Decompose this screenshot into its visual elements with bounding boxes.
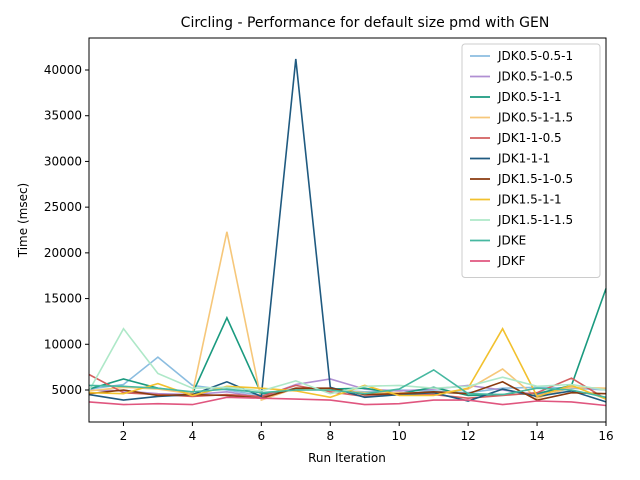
y-tick-label: 10000	[44, 337, 82, 351]
y-tick-label: 25000	[44, 200, 82, 214]
legend-label: JDK1.5-1-0.5	[497, 172, 573, 186]
x-axis-label: Run Iteration	[308, 451, 386, 465]
legend-label: JDK1-1-1	[497, 152, 550, 166]
y-tick-label: 40000	[44, 63, 82, 77]
x-tick-label: 12	[460, 429, 475, 443]
plot-frame	[88, 37, 607, 423]
legend-label: JDKF	[497, 254, 526, 268]
legend-label: JDK1-1-0.5	[497, 131, 562, 145]
y-tick-label: 35000	[44, 109, 82, 123]
legend-box	[461, 43, 601, 278]
legend: JDK0.5-0.5-1 JDK0.5-1-0.5 JDK0.5-1-1 JDK0.5…	[461, 43, 601, 278]
y-tick-label: 5000	[51, 383, 82, 397]
y-axis: 5000 10000 15000 20000 25000 30000 35000 40000	[44, 63, 89, 397]
y-tick-label: 20000	[44, 246, 82, 260]
x-axis: 2 4 6 8 10 12 14 16	[120, 422, 614, 443]
x-tick-label: 16	[598, 429, 613, 443]
plot-lines	[88, 58, 607, 407]
x-tick-label: 10	[392, 429, 407, 443]
x-tick-label: 6	[258, 429, 266, 443]
legend-label: JDK0.5-1-1	[497, 90, 562, 104]
chart-title: Circling - Performance for default size …	[181, 15, 550, 31]
legend-label: JDK0.5-1-0.5	[497, 70, 573, 84]
y-tick-label: 30000	[44, 154, 82, 168]
legend-label: JDK0.5-0.5-1	[497, 49, 573, 63]
x-tick-label: 8	[326, 429, 334, 443]
legend-label: JDK1.5-1-1.5	[497, 213, 573, 227]
x-tick-label: 14	[529, 429, 544, 443]
legend-label: JDK0.5-1-1.5	[497, 111, 573, 125]
legend-label: JDK1.5-1-1	[497, 193, 562, 207]
x-tick-label: 2	[120, 429, 128, 443]
y-axis-label: Time (msec)	[16, 183, 30, 258]
x-tick-label: 4	[189, 429, 197, 443]
y-tick-label: 15000	[44, 292, 82, 306]
series-line-JDKF	[88, 396, 607, 407]
series-line-JDK1.5-1-1.5	[88, 327, 607, 395]
series-line-JDKE	[88, 368, 607, 399]
legend-label: JDKE	[497, 234, 526, 248]
